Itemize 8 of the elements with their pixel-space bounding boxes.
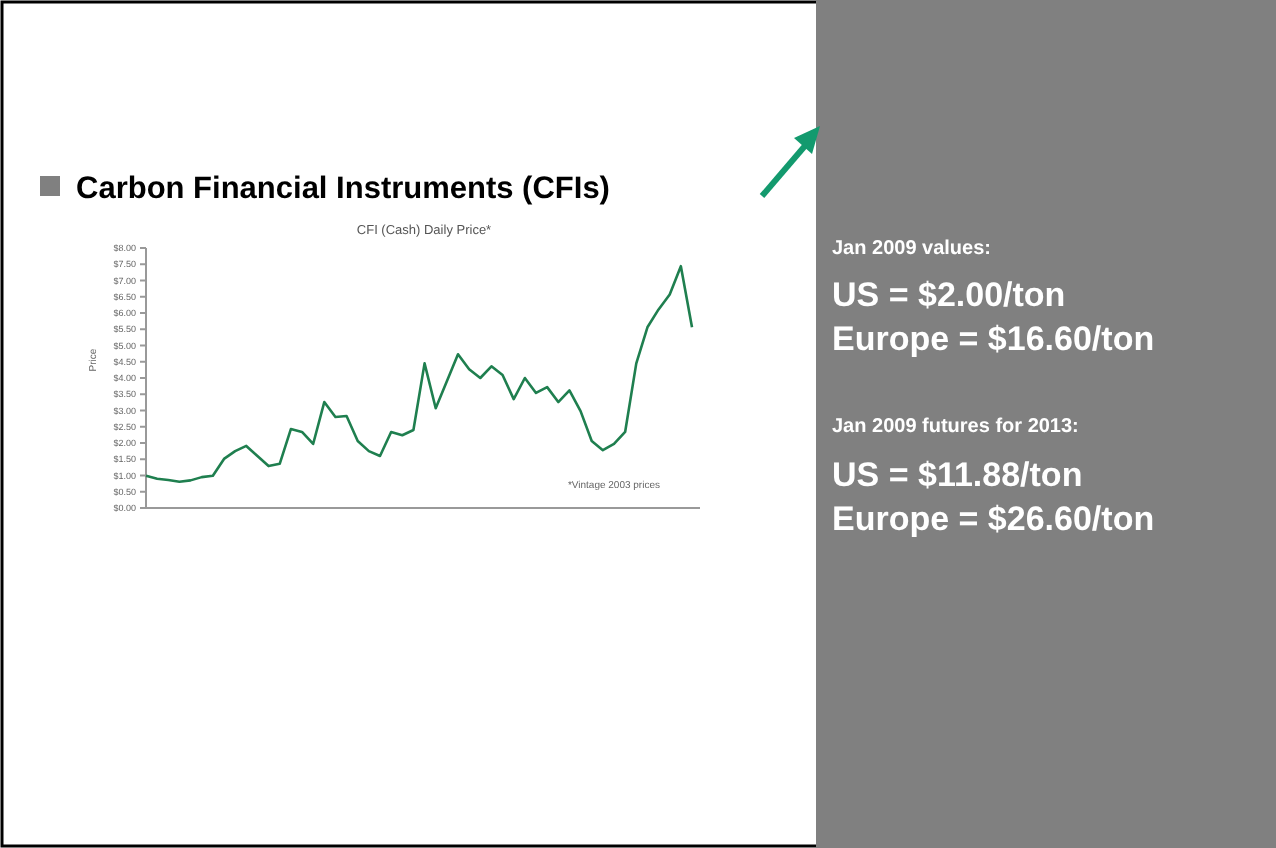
text: Jan 2009 values: xyxy=(832,238,991,260)
text: Jan 2009 futures for 2013: xyxy=(832,416,1079,438)
text: Europe = $26.60/ton xyxy=(832,500,1155,538)
text: Europe = $16.60/ton xyxy=(832,320,1155,358)
text: US = $11.88/ton xyxy=(832,456,1083,494)
line-series xyxy=(144,264,694,483)
chart-title: Carbon Financial Instruments (CFIs) xyxy=(76,172,610,206)
text: US = $2.00/ton xyxy=(832,276,1066,314)
